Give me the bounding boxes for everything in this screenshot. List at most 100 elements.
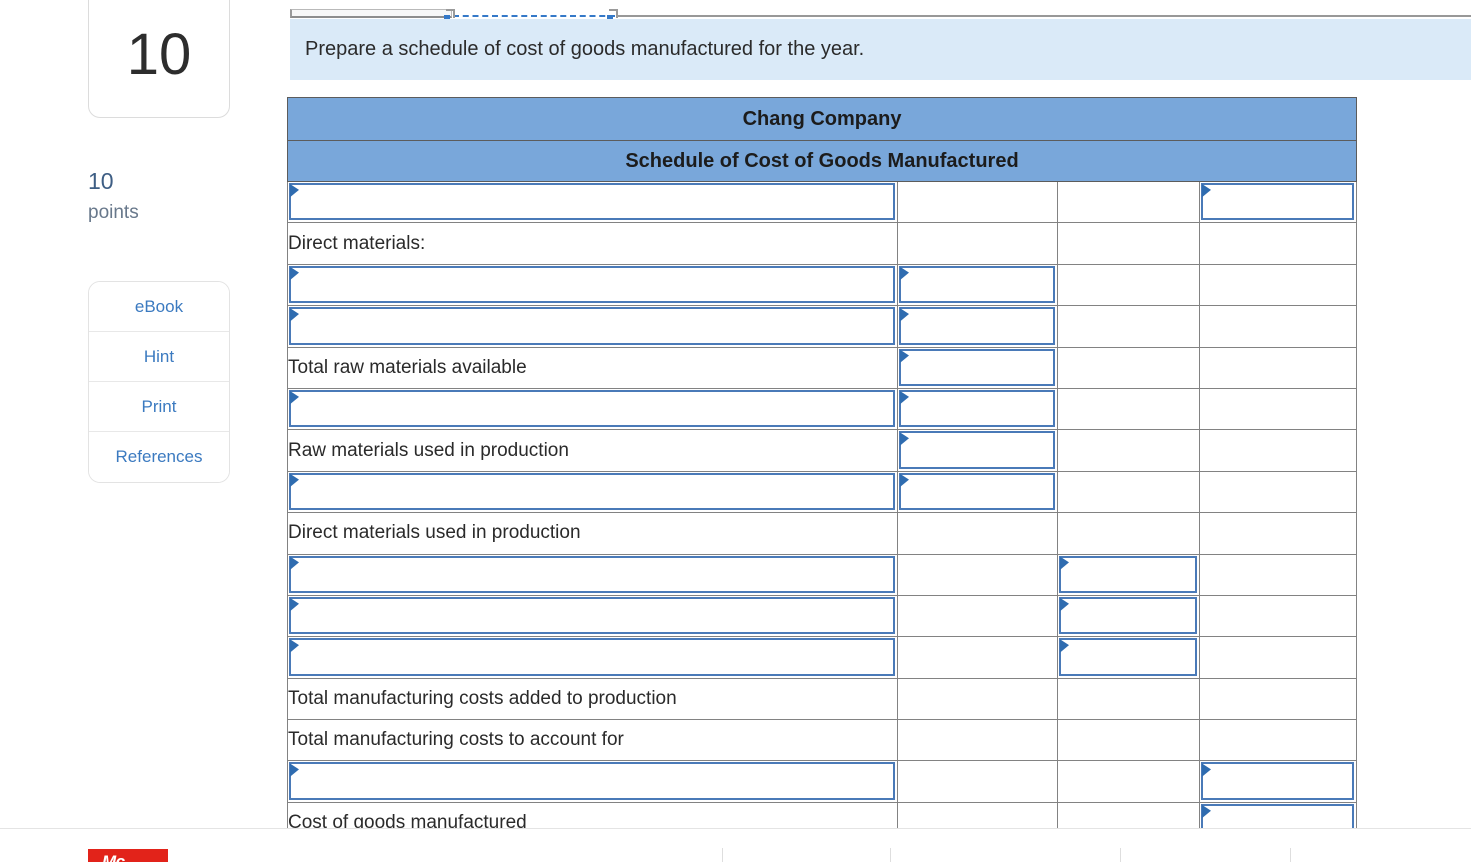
dropdown-flag-icon: [290, 266, 299, 281]
empty-cell: [1057, 263, 1200, 307]
table-row: [287, 387, 1358, 431]
table-row: [287, 760, 1358, 803]
empty-cell: [897, 553, 1058, 596]
answer-cell: [1057, 636, 1200, 679]
dropdown-flag-icon: [900, 266, 909, 281]
answer-input[interactable]: [289, 596, 895, 635]
resources-toolbox: eBook Hint Print References: [88, 281, 230, 483]
mcgraw-hill-logo[interactable]: Mc: [88, 849, 168, 862]
answer-input[interactable]: [1059, 638, 1197, 676]
question-number: 10: [126, 21, 192, 87]
answer-input[interactable]: [899, 431, 1055, 469]
empty-cell: [1198, 512, 1358, 555]
dropdown-flag-icon: [290, 473, 299, 488]
empty-cell: [1198, 636, 1358, 679]
table-row: [287, 594, 1358, 638]
question-number-box: 10: [88, 0, 230, 118]
table-row: [287, 553, 1358, 596]
footer-separator: [890, 848, 891, 862]
empty-cell: [1057, 346, 1200, 389]
dropdown-flag-icon: [290, 639, 299, 653]
answer-input[interactable]: [1059, 555, 1197, 593]
answer-input[interactable]: [899, 472, 1055, 511]
answer-input[interactable]: [1201, 183, 1355, 221]
empty-cell: [1198, 429, 1358, 472]
horizontal-scrollbar-thumb[interactable]: [290, 9, 452, 18]
empty-cell: [1057, 677, 1200, 721]
table-row: [287, 636, 1358, 679]
empty-cell: [1198, 594, 1358, 638]
empty-cell: [1198, 470, 1358, 514]
answer-cell: [1198, 760, 1358, 803]
answer-cell: [287, 553, 898, 596]
worksheet-subtitle: Schedule of Cost of Goods Manufactured: [286, 140, 1358, 182]
answer-input[interactable]: [289, 183, 895, 221]
answer-cell: [287, 470, 898, 514]
answer-input[interactable]: [899, 265, 1055, 304]
dropdown-flag-icon: [900, 390, 909, 405]
hint-button[interactable]: Hint: [89, 332, 229, 382]
answer-input[interactable]: [289, 307, 895, 345]
references-button[interactable]: References: [89, 432, 229, 482]
answer-input[interactable]: [289, 638, 895, 676]
empty-cell: [1057, 429, 1200, 472]
answer-cell: [1057, 553, 1200, 596]
empty-cell: [1057, 387, 1200, 431]
answer-input[interactable]: [1059, 596, 1197, 635]
empty-cell: [897, 719, 1058, 762]
points-label: points: [88, 202, 139, 223]
row-label: Direct materials used in production: [287, 512, 898, 555]
answer-cell: [897, 387, 1058, 431]
dropdown-flag-icon: [1060, 597, 1069, 612]
empty-cell: [1057, 512, 1200, 555]
answer-input[interactable]: [899, 307, 1055, 345]
table-row: Total raw materials available: [287, 346, 1358, 389]
selection-handle-left[interactable]: [444, 9, 455, 21]
empty-cell: [1198, 387, 1358, 431]
empty-cell: [897, 180, 1058, 224]
answer-input[interactable]: [289, 389, 895, 428]
table-row: [287, 263, 1358, 307]
footer: Mc: [0, 828, 1471, 862]
ebook-button[interactable]: eBook: [89, 282, 229, 332]
print-button[interactable]: Print: [89, 382, 229, 432]
table-row: Total manufacturing costs to account for: [287, 719, 1358, 762]
answer-input[interactable]: [289, 555, 895, 593]
row-label: Total raw materials available: [287, 346, 898, 389]
dropdown-flag-icon: [1060, 639, 1069, 653]
empty-cell: [897, 594, 1058, 638]
prompt-text: Prepare a schedule of cost of goods manu…: [305, 38, 865, 60]
footer-separator: [722, 848, 723, 862]
points-block: 10 points: [88, 168, 139, 224]
selection-handle-right[interactable]: [607, 9, 618, 21]
empty-cell: [1198, 553, 1358, 596]
answer-cell: [897, 346, 1058, 389]
answer-cell: [1057, 594, 1200, 638]
answer-input[interactable]: [289, 762, 895, 800]
dropdown-flag-icon: [290, 184, 299, 198]
answer-cell: [287, 760, 898, 803]
dropdown-flag-icon: [900, 308, 909, 322]
answer-input[interactable]: [899, 389, 1055, 428]
row-label: Total manufacturing costs to account for: [287, 719, 898, 762]
answer-input[interactable]: [899, 348, 1055, 386]
selection-dashed-line: [453, 15, 615, 17]
answer-input[interactable]: [289, 265, 895, 304]
empty-cell: [1198, 222, 1358, 265]
answer-cell: [897, 470, 1058, 514]
dropdown-flag-icon: [1202, 763, 1211, 777]
empty-cell: [897, 760, 1058, 803]
dropdown-flag-icon: [290, 390, 299, 405]
empty-cell: [1198, 305, 1358, 348]
empty-cell: [897, 222, 1058, 265]
answer-input[interactable]: [289, 472, 895, 511]
prompt-banner: Prepare a schedule of cost of goods manu…: [290, 19, 1471, 80]
worksheet-table: Chang Company Schedule of Cost of Goods …: [286, 97, 1358, 845]
answer-cell: [287, 387, 898, 431]
dropdown-flag-icon: [900, 349, 909, 363]
empty-cell: [1057, 719, 1200, 762]
table-row: [287, 180, 1358, 224]
answer-input[interactable]: [1201, 762, 1355, 800]
dropdown-flag-icon: [290, 556, 299, 570]
